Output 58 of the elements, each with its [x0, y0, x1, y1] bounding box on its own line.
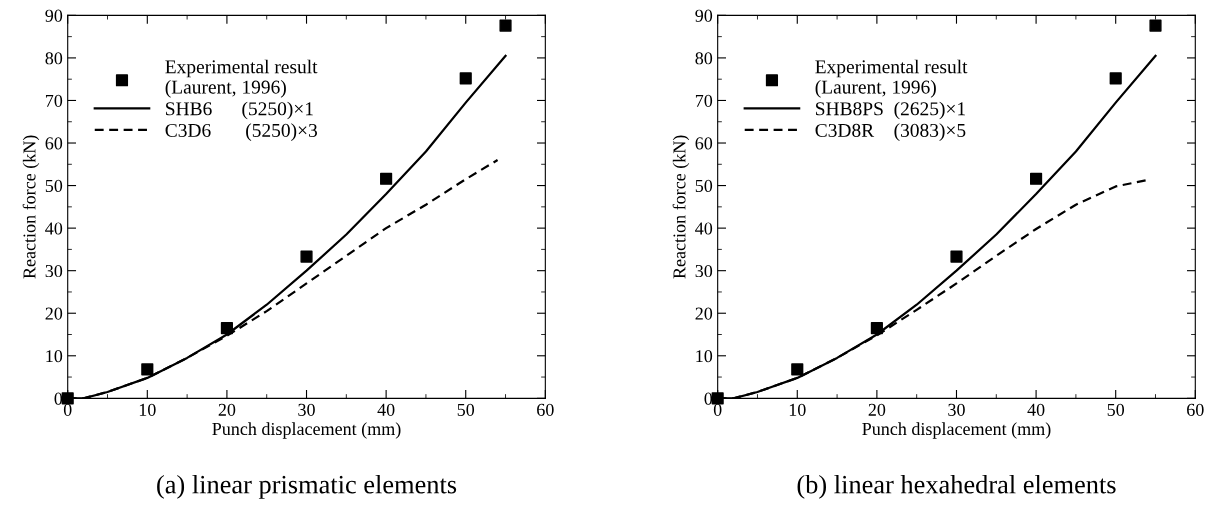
x-tick-label: 40	[1027, 403, 1045, 416]
x-tick-label: 40	[377, 403, 395, 416]
y-tick-label: 30	[695, 264, 713, 278]
y-tick-label: 0	[54, 392, 63, 405]
y-tick-label: 20	[45, 307, 63, 320]
x-tick-label: 20	[868, 403, 886, 416]
point	[220, 322, 233, 335]
y-tick-label: 60	[45, 137, 63, 150]
y-tick-label: 70	[45, 94, 63, 107]
legend-label: SHB6 (5250)×1	[166, 101, 313, 120]
point	[380, 172, 393, 185]
y-tick-label: 50	[45, 179, 63, 193]
x-tick-label: 30	[948, 403, 965, 416]
point	[141, 363, 154, 376]
point	[1149, 19, 1162, 32]
point	[870, 322, 883, 335]
y-tick-label: 80	[695, 52, 713, 65]
x-tick-label: 10	[139, 403, 156, 416]
point	[459, 72, 472, 85]
x-tick-label: 10	[789, 403, 806, 416]
x-axis-title: Punch displacement (mm)	[212, 422, 401, 439]
y-tick-label: 40	[45, 222, 63, 235]
x-axis-title: Punch displacement (mm)	[862, 422, 1051, 439]
point	[1109, 72, 1122, 85]
y-tick-label: 10	[46, 350, 63, 363]
x-tick-label: 60	[1187, 403, 1204, 416]
legend-label: C3D6 (5250)×3	[165, 123, 318, 141]
x-tick-label: 50	[457, 403, 475, 416]
y-tick-label: 30	[45, 264, 63, 278]
text: (a) linear prismatic elements	[157, 474, 457, 499]
x-tick-label: 20	[218, 403, 236, 416]
y-axis-title: Reaction force (kN)	[22, 135, 40, 279]
legend-label: Experimental result (Laurent, 1996)	[815, 59, 968, 98]
y-tick-label: 70	[695, 94, 713, 107]
legend-label: C3D8R (3083)×5	[815, 123, 966, 141]
y-tick-label: 0	[704, 392, 713, 405]
x-tick-label: 0	[713, 403, 722, 416]
y-tick-label: 80	[45, 52, 63, 65]
point	[1030, 172, 1043, 185]
y-tick-label: 50	[695, 179, 713, 193]
legend-label: Experimental result (Laurent, 1996)	[165, 59, 318, 98]
x-tick-label: 60	[537, 403, 554, 416]
y-axis-title: Reaction force (kN)	[672, 135, 690, 279]
text: (b) linear hexahedral elements	[797, 474, 1116, 499]
x-tick-label: 50	[1107, 403, 1125, 416]
y-tick-label: 90	[45, 9, 63, 22]
y-tick-label: 10	[696, 350, 713, 363]
point	[300, 250, 313, 263]
y-tick-label: 40	[695, 222, 713, 235]
point	[791, 363, 804, 376]
y-tick-label: 20	[695, 307, 713, 320]
y-tick-label: 90	[695, 9, 713, 22]
x-tick-label: 0	[63, 403, 72, 416]
y-tick-label: 60	[695, 137, 713, 150]
legend-label: SHB8PS (2625)×1	[816, 101, 965, 120]
point	[950, 250, 963, 263]
x-tick-label: 30	[298, 403, 315, 416]
point	[499, 19, 512, 32]
